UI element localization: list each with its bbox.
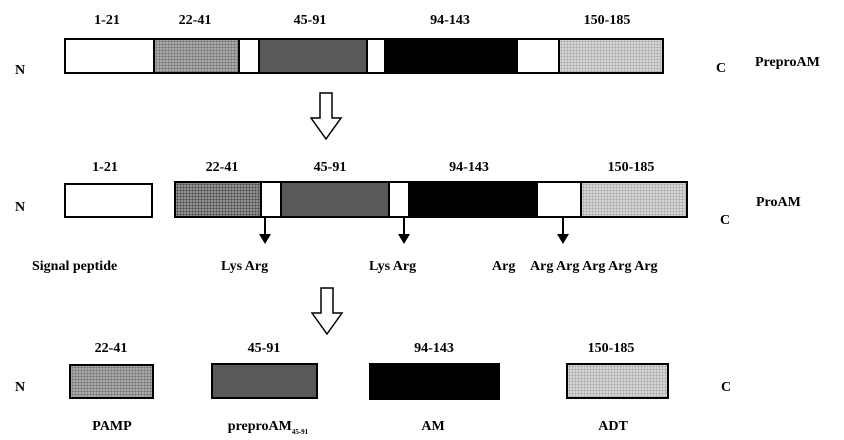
pro-divider [260, 183, 262, 216]
prepro-divider [366, 40, 368, 72]
cleavage-label-1: Lys Arg [221, 259, 269, 274]
pro-range-2: 22-41 [205, 160, 239, 175]
product-name-preproam: preproAM45-91 [228, 419, 308, 440]
prepro-divider [384, 40, 386, 72]
product-range-3: 94-143 [414, 341, 454, 356]
product-name-adt: ADT [598, 419, 628, 434]
products-n-terminus: N [15, 380, 26, 395]
prepro-range-4: 94-143 [430, 13, 470, 28]
product-range-4: 150-185 [587, 341, 635, 356]
pro-seg-gap-3 [538, 183, 580, 216]
pro-seg-pamp [176, 183, 260, 216]
product-name-preproam-subscript: 45-91 [291, 427, 309, 436]
pro-c-terminus: C [720, 213, 731, 228]
product-name-preproam-text: preproAM [227, 419, 292, 434]
prepro-seg-adt [560, 40, 662, 72]
prepro-seg-pamp [155, 40, 238, 72]
product-pamp-box [69, 364, 154, 399]
pro-range-4: 94-143 [449, 160, 489, 175]
product-name-am: AM [421, 419, 445, 434]
pro-seg-gap-1 [262, 183, 280, 216]
products-c-terminus: C [721, 380, 732, 395]
pro-signal-box [64, 183, 153, 218]
prepro-range-1: 1-21 [94, 13, 120, 28]
prepro-c-terminus: C [716, 61, 727, 76]
prepro-range-5: 150-185 [583, 13, 631, 28]
cleavage-label-2: Lys Arg [369, 259, 417, 274]
cleavage-label-4: Arg Arg Arg Arg Arg [530, 259, 658, 274]
signal-peptide-label: Signal peptide [32, 259, 118, 274]
prepro-seg-signal [66, 40, 154, 72]
cleavage-label-3: Arg [492, 259, 516, 274]
pro-divider [408, 183, 410, 216]
product-adt-box [566, 363, 669, 399]
prepro-seg-gap-3 [518, 40, 558, 72]
prepro-name: PreproAM [755, 55, 820, 70]
prepro-seg-gap-1 [240, 40, 258, 72]
pro-divider [280, 183, 282, 216]
pro-seg-45-91 [282, 183, 388, 216]
pro-range-3: 45-91 [313, 160, 347, 175]
prepro-divider [153, 40, 155, 72]
product-preproam-box [211, 363, 318, 399]
pro-n-terminus: N [15, 200, 26, 215]
pro-bar [174, 181, 688, 218]
prepro-n-terminus: N [15, 63, 26, 78]
pro-divider [388, 183, 390, 216]
product-am-box [369, 363, 500, 400]
processing-arrow-1 [310, 92, 343, 141]
prepro-range-2: 22-41 [178, 13, 212, 28]
prepro-divider [258, 40, 260, 72]
processing-arrow-2 [311, 287, 344, 336]
pro-name: ProAM [756, 195, 801, 210]
prepro-divider [238, 40, 240, 72]
product-name-pamp: PAMP [92, 419, 132, 434]
pro-seg-adt [582, 183, 686, 216]
product-range-1: 22-41 [94, 341, 128, 356]
pro-seg-gap-2 [390, 183, 408, 216]
pro-seg-am [410, 183, 538, 216]
prepro-seg-am [386, 40, 518, 72]
pro-divider [580, 183, 582, 216]
prepro-seg-45-91 [260, 40, 366, 72]
product-range-2: 45-91 [247, 341, 281, 356]
prepro-range-3: 45-91 [293, 13, 327, 28]
pro-range-1: 1-21 [92, 160, 118, 175]
prepro-bar [64, 38, 664, 74]
prepro-divider [558, 40, 560, 72]
prepro-seg-gap-2 [368, 40, 384, 72]
pro-range-5: 150-185 [607, 160, 655, 175]
